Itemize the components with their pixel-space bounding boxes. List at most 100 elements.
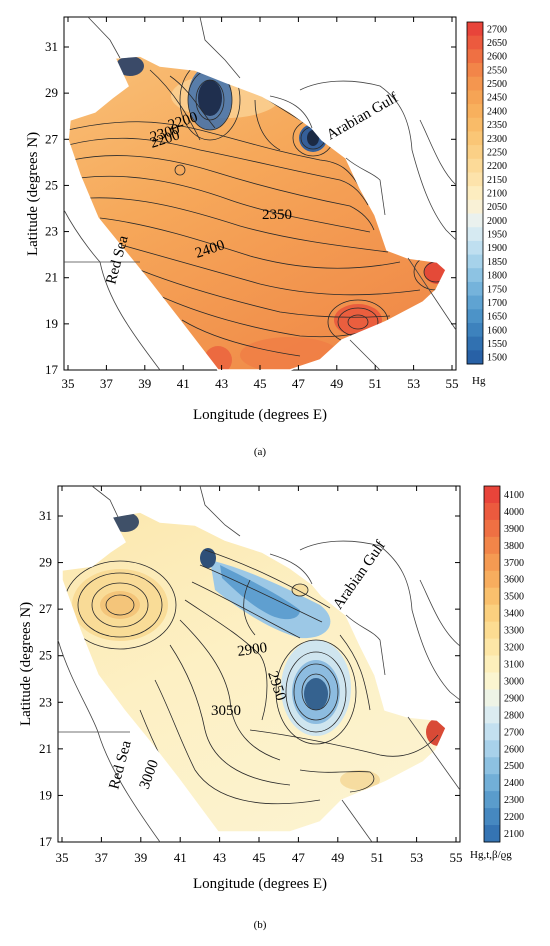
colorbar-swatch	[467, 322, 483, 338]
colorbar-swatch	[484, 689, 500, 707]
colorbar-label: 2200	[487, 161, 507, 172]
colorbar-swatch	[484, 638, 500, 657]
x-tick-label: 49	[331, 850, 344, 865]
colorbar-label: 1950	[487, 230, 507, 241]
colorbar-label: 3000	[504, 676, 524, 687]
colorbar-label: 3600	[504, 575, 524, 586]
colorbar-swatch	[467, 227, 483, 242]
colorbar-swatch	[484, 774, 500, 792]
x-ticks-a: 35 37 39 41 43 45 47 49 51 53 55	[62, 17, 459, 391]
y-tick-label: 17	[45, 362, 59, 377]
y-ticks-a: 17 19 21 23 25 27 29 31	[45, 39, 456, 377]
colorbar-swatch	[467, 213, 483, 228]
x-tick-label: 45	[253, 850, 266, 865]
contour-label-2900: 2900	[236, 640, 268, 660]
colorbar-swatch	[467, 281, 483, 297]
map-panel-b: 2900 2950 3050 3000 Arabian Gulf Red Sea…	[0, 470, 550, 941]
colorbar-swatch	[484, 604, 500, 623]
colorbar-label: 2100	[504, 829, 524, 840]
x-axis-label-a: Longitude (degrees E)	[193, 407, 327, 423]
y-tick-label: 31	[45, 39, 58, 54]
colorbar-swatch	[484, 672, 500, 690]
x-tick-label: 37	[95, 850, 109, 865]
x-axis-label-b: Longitude (degrees E)	[193, 876, 327, 892]
x-tick-label: 35	[62, 376, 75, 391]
colorbar-label: 2800	[504, 710, 524, 721]
colorbar-label: 2700	[504, 727, 524, 738]
x-tick-label: 41	[174, 850, 187, 865]
x-tick-label: 49	[330, 376, 343, 391]
colorbar-label: 1900	[487, 243, 507, 254]
colorbar-label: 2500	[487, 79, 507, 90]
colorbar-label: 2650	[487, 38, 507, 49]
colorbar-swatch	[467, 158, 483, 173]
y-axis-label-b: Latitude (degrees N)	[18, 602, 34, 726]
colorbar-swatch	[484, 655, 500, 673]
colorbar-swatch	[484, 486, 500, 504]
coastlines-b	[57, 485, 461, 843]
x-tick-label: 41	[177, 376, 190, 391]
x-tick-label: 39	[134, 850, 147, 865]
colorbar-label: 2150	[487, 175, 507, 186]
colorbar-label: 2400	[487, 106, 507, 117]
x-tick-label: 43	[215, 376, 228, 391]
x-tick-label: 37	[100, 376, 114, 391]
colorbar-swatch	[467, 49, 483, 64]
x-tick-label: 51	[369, 376, 382, 391]
colorbar-label: 3700	[504, 558, 524, 569]
colorbar-swatch	[484, 757, 500, 775]
colorbar-frame	[466, 21, 484, 365]
colorbar-swatch	[484, 706, 500, 724]
colorbar-swatch	[484, 808, 500, 826]
x-tick-label: 35	[56, 850, 69, 865]
y-tick-label: 21	[45, 270, 58, 285]
y-tick-label: 23	[39, 694, 52, 709]
y-tick-label: 19	[45, 316, 58, 331]
colorbar-label: 2900	[504, 693, 524, 704]
colorbar-label: 1850	[487, 257, 507, 268]
x-tick-label: 43	[213, 850, 226, 865]
colorbar-swatch	[484, 825, 500, 843]
colorbar-label: 1600	[487, 325, 507, 336]
colorbar-label: 2300	[504, 795, 524, 806]
y-ticks-b: 17 19 21 23 25 27 29 31	[39, 508, 460, 849]
colorbar-label: 2050	[487, 202, 507, 213]
colorbar-label: 2100	[487, 189, 507, 200]
y-tick-label: 31	[39, 508, 52, 523]
colorbar-label: 3500	[504, 592, 524, 603]
colorbar-swatch	[467, 309, 483, 324]
y-tick-label: 17	[39, 834, 53, 849]
colorbar-label: 1550	[487, 339, 507, 350]
x-tick-label: 51	[371, 850, 384, 865]
colorbar-swatch	[467, 104, 483, 119]
colorbar-swatch	[484, 570, 500, 589]
saudi-border-b	[61, 511, 447, 833]
colorbar-label: 2350	[487, 120, 507, 131]
colorbar-label: 4000	[504, 507, 524, 518]
colorbar-swatch	[484, 587, 500, 606]
map-a: 2350 2400 2300 2200 2200 Arabian Gulf Re…	[25, 16, 507, 458]
x-tick-label: 53	[407, 376, 420, 391]
colorbar-label: 1700	[487, 298, 507, 309]
x-ticks-b: 35 37 39 41 43 45 47 49 51 53 55	[56, 486, 463, 865]
contour-lines-b	[63, 549, 439, 805]
colorbar-label: 3100	[504, 660, 524, 671]
x-tick-label: 55	[450, 850, 463, 865]
colorbar-swatch	[467, 295, 483, 310]
colorbar-swatch	[467, 131, 483, 146]
colorbar-swatch	[467, 350, 483, 365]
colorbar-label: 2300	[487, 134, 507, 145]
colorbar-swatch	[467, 145, 483, 160]
map-panel-a: 2350 2400 2300 2200 2200 Arabian Gulf Re…	[0, 0, 550, 470]
colorbar-frame	[483, 485, 501, 843]
colorbar-label: 2700	[487, 24, 507, 35]
colorbar-label: 3900	[504, 524, 524, 535]
contour-label-3050: 3050	[211, 703, 241, 719]
colorbar-unit-a: Hg	[472, 375, 486, 387]
x-tick-label: 47	[292, 850, 306, 865]
colorbar-swatch	[467, 199, 483, 215]
colorbar-unit-b: Hg,t,β/ϱg	[470, 849, 512, 861]
colorbar-swatch	[467, 268, 483, 283]
colorbar-swatch	[484, 791, 500, 809]
x-tick-label: 39	[138, 376, 151, 391]
